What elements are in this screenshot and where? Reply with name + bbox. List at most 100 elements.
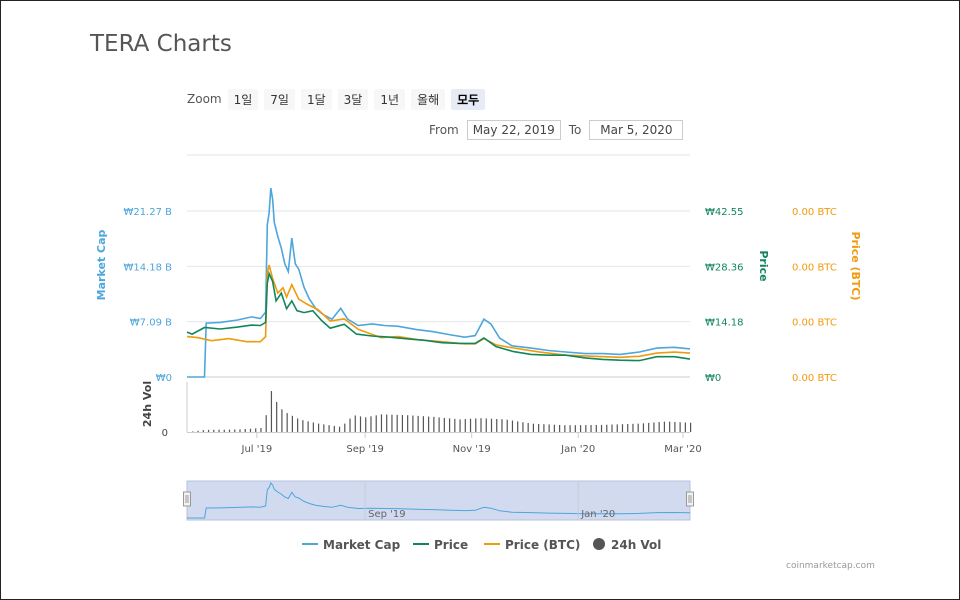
- volume-bar: [517, 421, 519, 432]
- volume-bar: [344, 423, 346, 432]
- volume-bar: [490, 418, 493, 432]
- volume-bar: [286, 413, 288, 432]
- market-cap-axis-title: Market Cap: [95, 230, 108, 301]
- navigator[interactable]: Sep '19 Jan '20: [183, 480, 694, 521]
- grid-lines: [186, 154, 690, 433]
- volume-bar: [312, 422, 314, 432]
- zoom-ytd-button[interactable]: 올해: [411, 88, 446, 110]
- to-date-input[interactable]: [589, 120, 684, 140]
- volume-bar: [501, 419, 503, 432]
- volume-bar: [590, 425, 592, 432]
- volume-bar: [433, 416, 435, 432]
- zoom-3m-button[interactable]: 3달: [337, 88, 369, 110]
- volume-bar: [679, 422, 681, 432]
- price-btc-tick-label: 0.00 BTC: [792, 318, 837, 329]
- volume-bar: [532, 423, 535, 432]
- volume-bar: [616, 424, 618, 432]
- market-cap-tick-label: ₩7.09 B: [130, 318, 172, 329]
- volume-bar: [223, 429, 225, 432]
- volume-bar: [386, 414, 388, 432]
- x-tick-label: Jan '20: [560, 444, 595, 455]
- volume-bar: [270, 391, 273, 432]
- volume-bar: [611, 424, 613, 432]
- volume-bar: [297, 418, 299, 432]
- series-lines: [186, 187, 691, 378]
- volume-bar: [359, 416, 362, 432]
- market-cap-tick-label: ₩0: [156, 373, 172, 384]
- volume-bar: [621, 424, 624, 432]
- page-title: TERA Charts: [90, 31, 232, 57]
- volume-bar: [606, 424, 608, 432]
- zoom-toolbar: Zoom 1일 7일 1달 3달 1년 올해 모두: [187, 88, 491, 110]
- zoom-all-button[interactable]: 모두: [451, 88, 486, 110]
- volume-bar: [192, 431, 194, 432]
- volume-bar: [323, 424, 325, 432]
- volume-bar: [401, 415, 404, 432]
- volume-bar: [648, 422, 650, 432]
- volume-bar: [417, 415, 419, 432]
- volume-bar: [244, 429, 246, 432]
- price-tick-label: ₩14.18: [705, 318, 744, 329]
- volume-bar: [469, 418, 472, 432]
- volume-bar: [234, 429, 236, 432]
- x-tick-label: Mar '20: [664, 444, 702, 455]
- volume-bar: [690, 422, 692, 432]
- zoom-7d-button[interactable]: 7일: [264, 88, 295, 110]
- volume-bar: [684, 422, 686, 432]
- volume-bars: [192, 391, 692, 432]
- zoom-label: Zoom: [187, 92, 222, 106]
- credit-link[interactable]: coinmarketcap.com: [786, 561, 875, 571]
- volume-bar: [228, 429, 231, 432]
- legend-swatch: [593, 538, 605, 550]
- volume-bar: [627, 424, 629, 432]
- navigator-left-handle[interactable]: [183, 491, 191, 507]
- volume-bar: [569, 425, 571, 432]
- price-tick-label: ₩0: [705, 373, 721, 384]
- market-cap-line: [187, 187, 691, 378]
- volume-bar: [480, 418, 482, 432]
- volume-bar: [239, 429, 241, 432]
- volume-bar: [391, 414, 393, 432]
- zoom-1y-button[interactable]: 1년: [374, 88, 406, 110]
- volume-bar: [276, 401, 278, 432]
- price-btc-tick-label: 0.00 BTC: [792, 207, 837, 218]
- volume-bar: [207, 429, 210, 432]
- volume-bar: [543, 424, 545, 432]
- volume-bar: [595, 424, 597, 432]
- volume-bar: [412, 415, 414, 432]
- volume-bar: [658, 422, 660, 432]
- volume-bar: [307, 421, 309, 432]
- volume-tick-label: 0: [162, 428, 168, 439]
- volume-bar: [265, 415, 267, 432]
- volume-bar: [669, 421, 671, 432]
- volume-bar: [663, 421, 666, 432]
- legend: Market Cap Price Price (BTC) 24h Vol: [302, 538, 661, 552]
- volume-bar: [407, 415, 409, 432]
- zoom-1m-button[interactable]: 1달: [300, 88, 332, 110]
- price-btc-tick-label: 0.00 BTC: [792, 262, 837, 273]
- volume-bar: [281, 409, 283, 432]
- volume-bar: [548, 424, 550, 432]
- price-btc-tick-label: 0.00 BTC: [792, 373, 837, 384]
- volume-bar: [506, 419, 508, 432]
- zoom-1d-button[interactable]: 1일: [227, 88, 259, 110]
- volume-bar: [485, 418, 487, 432]
- volume-bar: [511, 420, 514, 432]
- volume-bar: [349, 418, 351, 432]
- navigator-right-handle[interactable]: [686, 491, 694, 507]
- legend-item[interactable]: Price (BTC): [484, 538, 580, 552]
- from-date-input[interactable]: [466, 120, 561, 140]
- legend-item[interactable]: 24h Vol: [593, 538, 661, 552]
- legend-item[interactable]: Price: [413, 538, 468, 552]
- date-range-bar: From To: [429, 119, 691, 141]
- volume-bar: [380, 414, 383, 432]
- x-tick-label: Nov '19: [453, 444, 491, 455]
- legend-item[interactable]: Market Cap: [302, 538, 401, 552]
- volume-bar: [632, 423, 634, 432]
- volume-bar: [370, 416, 372, 432]
- volume-bar: [585, 425, 587, 432]
- volume-bar: [213, 429, 215, 432]
- volume-bar: [422, 416, 424, 432]
- legend-label: Price (BTC): [505, 538, 580, 552]
